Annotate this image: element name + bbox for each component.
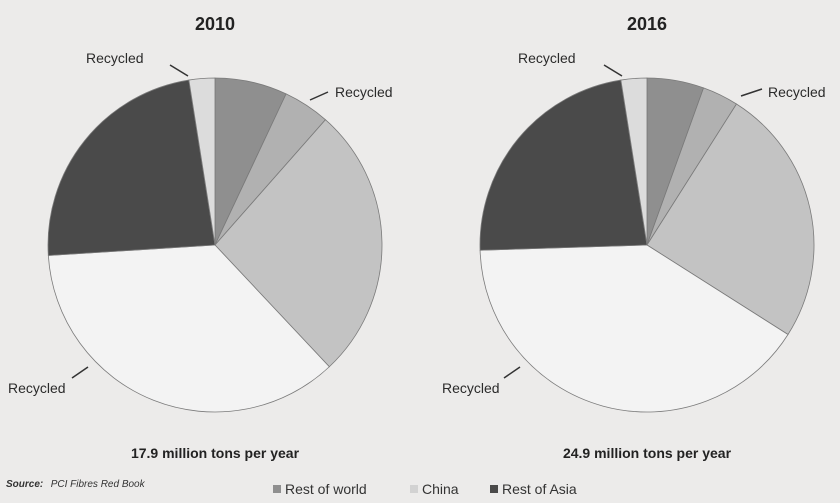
pie-slice-recycled-3 — [47, 244, 330, 413]
chart-title-2010: 2010 — [195, 14, 235, 34]
leader-line — [169, 64, 189, 77]
pie-slice-recycled-5 — [620, 77, 648, 246]
pie-slice-recycled-3 — [479, 244, 789, 413]
callout-recycled-2016-right: Recycled — [768, 84, 826, 100]
source-label: Source: — [6, 479, 43, 490]
caption-2010: 17.9 million tons per year — [131, 445, 300, 461]
leader-line — [603, 64, 623, 77]
pie-chart-2010 — [47, 77, 383, 413]
callout-recycled-2010-left: Recycled — [8, 380, 66, 396]
leader-line — [740, 88, 763, 97]
callout-recycled-2016-top: Recycled — [518, 50, 576, 66]
callout-recycled-2016-left: Recycled — [442, 380, 500, 396]
leader-line — [71, 366, 89, 379]
legend-swatch-rest-of-asia — [490, 485, 498, 493]
caption-2016: 24.9 million tons per year — [563, 445, 732, 461]
pie-chart-2016 — [479, 77, 815, 413]
source-note: Source: PCI Fibres Red Book — [6, 474, 146, 491]
pie-slice-rest-of-asia-4 — [479, 79, 648, 251]
callout-recycled-2010-right: Recycled — [335, 84, 393, 100]
legend-label-rest-of-world: Rest of world — [285, 481, 367, 497]
leader-line — [309, 91, 329, 101]
legend-swatch-rest-of-world — [273, 485, 281, 493]
pie-slice-rest-of-asia-4 — [47, 79, 216, 256]
callout-recycled-2010-top: Recycled — [86, 50, 144, 66]
legend-label-china: China — [422, 481, 459, 497]
source-text: PCI Fibres Red Book — [51, 479, 146, 490]
pie-slice-recycled-5 — [188, 77, 216, 246]
legend: Rest of world China Rest of Asia — [273, 481, 577, 497]
legend-label-rest-of-asia: Rest of Asia — [502, 481, 577, 497]
pie-slice-china-2 — [214, 119, 383, 368]
leader-line — [503, 366, 521, 379]
pie-slice-china-2 — [646, 103, 815, 336]
chart-title-2016: 2016 — [627, 14, 667, 34]
legend-swatch-china — [410, 485, 418, 493]
